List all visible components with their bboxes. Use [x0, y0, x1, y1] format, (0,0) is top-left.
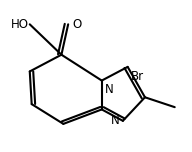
- Text: Br: Br: [131, 70, 144, 83]
- Text: O: O: [72, 18, 81, 31]
- Text: HO: HO: [11, 18, 29, 31]
- Text: N: N: [105, 83, 114, 96]
- Text: N: N: [111, 114, 120, 127]
